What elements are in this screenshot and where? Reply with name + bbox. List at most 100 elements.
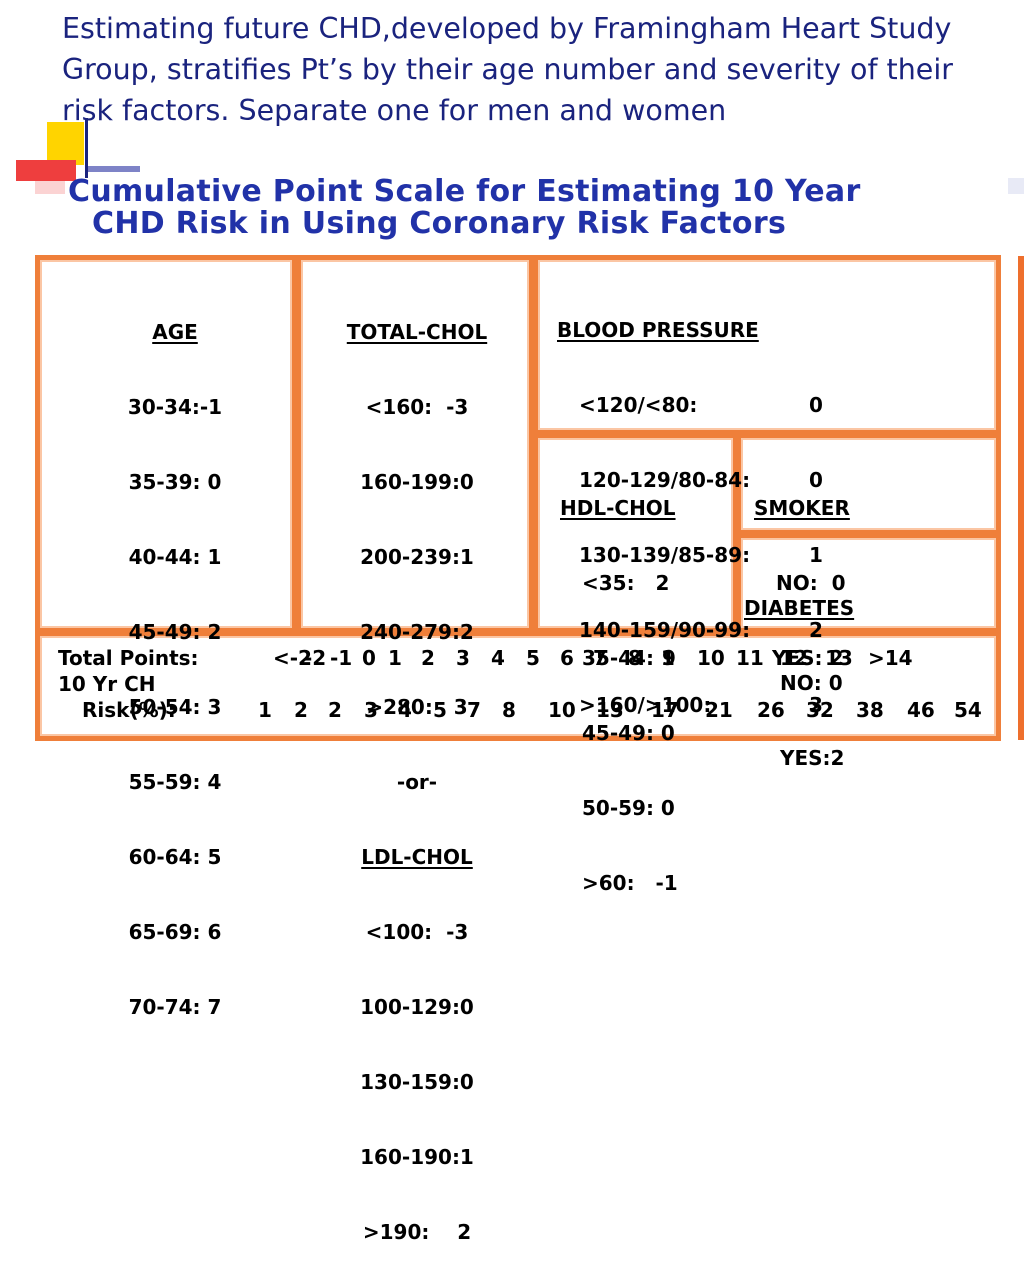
risk-percent-value: 17 [651, 698, 679, 722]
risk-percent-value: 46 [907, 698, 935, 722]
decoration-blue-bar [88, 166, 140, 172]
risk-percent-value: 3 [364, 698, 378, 722]
total-points-value: 11 [736, 646, 764, 670]
risk-percent-value: 1 [258, 698, 272, 722]
risk-percent-value: 38 [856, 698, 884, 722]
decoration-vertical-line [85, 118, 88, 178]
risk-percent-value: 54 [954, 698, 982, 722]
bp-points: 0 [809, 393, 823, 417]
total-points-value: 6 [560, 646, 574, 670]
diabetes-row: YES:2 [780, 746, 845, 770]
ldl-chol-row: 160-190:1 [360, 1145, 474, 1169]
risk-percent-value: 26 [757, 698, 785, 722]
total-chol-row: 200-239:1 [360, 545, 474, 569]
risk-label-line-1: 10 Yr CH [58, 672, 156, 696]
total-points-value: 0 [362, 646, 376, 670]
age-row: 35-39: 0 [128, 470, 222, 494]
total-points-value: 8 [628, 646, 642, 670]
smoker-row: NO: 0 [776, 571, 846, 595]
age-row: 65-69: 6 [128, 920, 222, 944]
total-chol-row: >280: 3 [366, 695, 468, 719]
totals-box [35, 631, 1001, 741]
risk-percent-value: 32 [806, 698, 834, 722]
age-row: 55-59: 4 [128, 770, 222, 794]
bp-points: 3 [809, 693, 823, 717]
smoker-box [736, 433, 1001, 535]
risk-percent-value: 7 [467, 698, 481, 722]
ldl-chol-header: LDL-CHOL [361, 845, 473, 869]
diabetes-row: NO: 0 [780, 671, 843, 695]
age-header: AGE [152, 320, 198, 344]
scale-title-line-2: CHD Risk in Using Coronary Risk Factors [92, 206, 787, 241]
age-row: 50-54: 3 [128, 695, 222, 719]
smoker-header: SMOKER [754, 496, 850, 520]
blood-pressure-row: 120-129/80-84: 0 [557, 468, 987, 493]
blood-pressure-row: >160/>100: 3 [557, 693, 987, 718]
blood-pressure-column: BLOOD PRESSURE <120/<80: 0 120-129/80-84… [557, 268, 987, 743]
risk-percent-value: 2 [328, 698, 342, 722]
total-points-value: -2 [304, 646, 327, 670]
total-points-value: 5 [526, 646, 540, 670]
age-row: 30-34:-1 [127, 395, 223, 419]
smoker-column: SMOKER NO: 0 YES: 2 [754, 446, 984, 696]
risk-label-line-2: Risk(%): [82, 698, 176, 722]
age-row: 70-74: 7 [128, 995, 222, 1019]
hdl-row: <35: 2 [582, 571, 670, 595]
total-points-value: >14 [868, 646, 913, 670]
blood-pressure-row: 130-139/85-89: 1 [557, 543, 987, 568]
hdl-row: >60: -1 [582, 871, 678, 895]
decoration-right-orange-bar [1018, 256, 1024, 740]
total-points-value: 9 [662, 646, 676, 670]
scale-title: Cumulative Point Scale for Estimating 10… [68, 176, 1018, 240]
risk-percent-value: 10 [548, 698, 576, 722]
risk-percent-value: 21 [705, 698, 733, 722]
or-label: -or- [396, 770, 438, 794]
total-points-value: 1 [388, 646, 402, 670]
bp-range: 130-139/85-89: [579, 543, 751, 567]
risk-percent-value: 5 [433, 698, 447, 722]
total-points-value: 3 [456, 646, 470, 670]
total-chol-row: 160-199:0 [360, 470, 474, 494]
slide-title: Estimating future CHD,developed by Frami… [62, 12, 953, 127]
total-points-value: 4 [491, 646, 505, 670]
decoration-yellow-block [47, 122, 84, 165]
blood-pressure-row: <120/<80: 0 [557, 393, 987, 418]
decoration-pink-block [35, 178, 65, 194]
total-chol-header: TOTAL-CHOL [346, 320, 488, 344]
blood-pressure-box [533, 255, 1001, 435]
diabetes-box [736, 533, 1001, 633]
chol-box [296, 255, 534, 633]
age-row: 60-64: 5 [128, 845, 222, 869]
decoration-right-shade [1008, 178, 1024, 194]
total-points-value: 10 [697, 646, 725, 670]
total-points-value: 12 [780, 646, 808, 670]
total-chol-row: 240-279:2 [360, 620, 474, 644]
hdl-row: 35-44: 1 [582, 646, 675, 670]
bp-points: 2 [809, 618, 823, 642]
risk-percent-value: 13 [596, 698, 624, 722]
bp-range: 120-129/80-84: [579, 468, 751, 492]
diabetes-header: DIABETES [744, 596, 855, 620]
bp-points: 1 [809, 543, 823, 567]
age-box [35, 255, 297, 633]
ldl-chol-row: <100: -3 [365, 920, 469, 944]
total-points-value: -1 [330, 646, 353, 670]
chol-column: TOTAL-CHOL <160: -3 160-199:0 200-239:1 … [312, 270, 522, 1270]
scale-title-line-1: Cumulative Point Scale for Estimating 10… [68, 174, 861, 209]
decoration-red-block [16, 160, 76, 181]
bp-points: 0 [809, 468, 823, 492]
risk-percent-value: 2 [294, 698, 308, 722]
hdl-box [533, 433, 738, 633]
smoker-row: YES: 2 [772, 646, 844, 670]
total-points-value: 13 [825, 646, 853, 670]
total-points-value: 2 [421, 646, 435, 670]
bp-range: <120/<80: [579, 393, 698, 417]
hdl-column: HDL-CHOL <35: 2 35-44: 1 45-49: 0 50-59:… [560, 446, 730, 921]
bp-range: 140-159/90-99: [579, 618, 751, 642]
hdl-chol-header: HDL-CHOL [560, 496, 676, 520]
age-row: 40-44: 1 [128, 545, 222, 569]
blood-pressure-row: 140-159/90-99: 2 [557, 618, 987, 643]
hdl-row: 50-59: 0 [582, 796, 675, 820]
hdl-row: 45-49: 0 [582, 721, 675, 745]
total-points-value: <-2 [273, 646, 312, 670]
